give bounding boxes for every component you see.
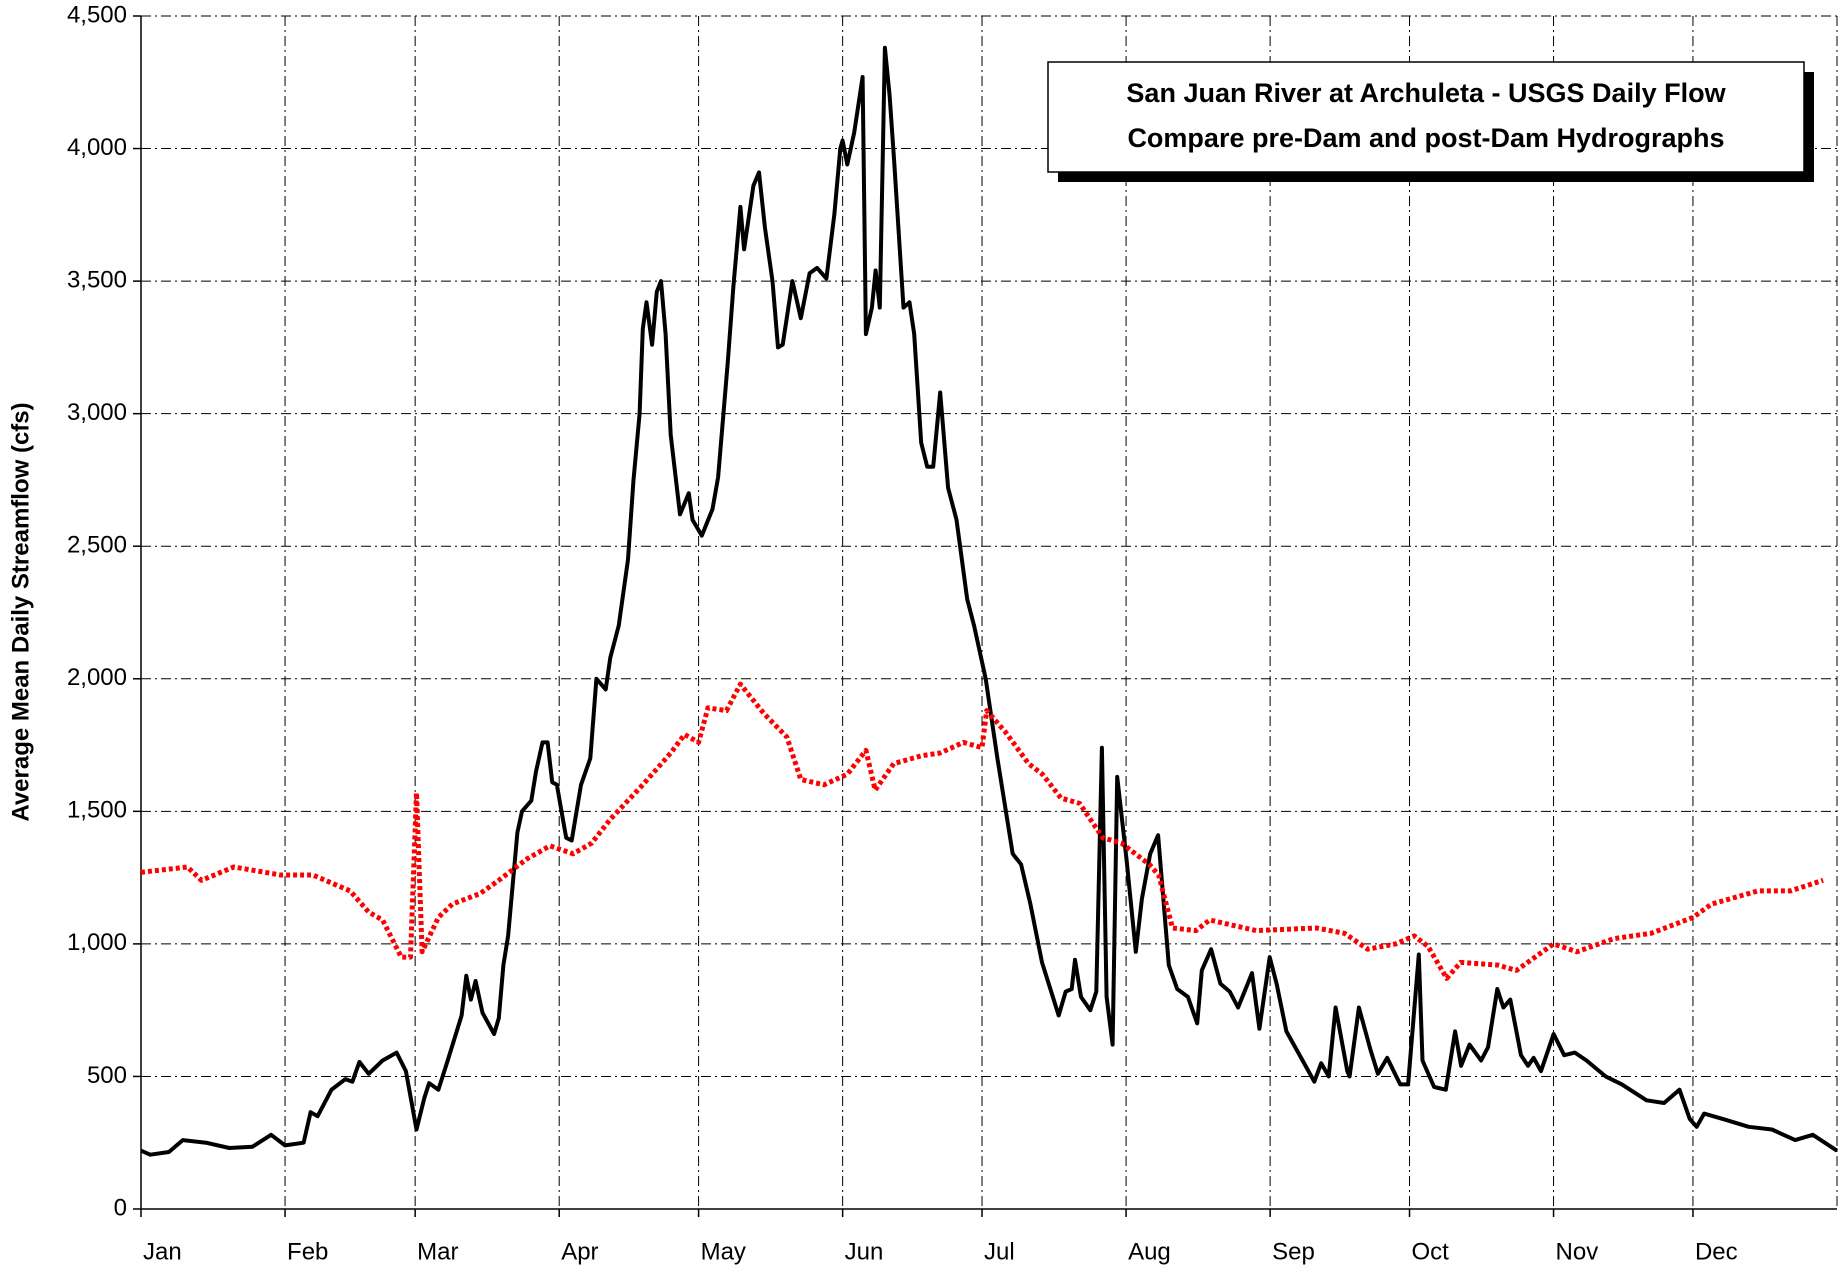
- y-tick-label: 2,000: [67, 664, 127, 691]
- x-tick-label: Sep: [1272, 1238, 1315, 1265]
- chart-title: San Juan River at Archuleta - USGS Daily…: [1126, 78, 1726, 108]
- y-tick-label: 2,500: [67, 532, 127, 559]
- axes: 0 500 1,000 1,500 2,000 2,500 3,000 3,500 4,000 4…: [67, 1, 1838, 1265]
- y-axis-label: Average Mean Daily Streamflow (cfs): [7, 402, 34, 821]
- y-tick-label: 3,500: [67, 266, 127, 293]
- series-line: [140, 45, 1839, 1157]
- chart-subtitle: Compare pre-Dam and post-Dam Hydrographs: [1127, 123, 1724, 153]
- x-tick-label: Apr: [561, 1238, 598, 1265]
- x-tick-label: Jan: [143, 1238, 182, 1265]
- x-tick-label: Aug: [1128, 1238, 1171, 1265]
- y-tick-label: 500: [87, 1062, 127, 1089]
- y-tick-label: 3,000: [67, 399, 127, 426]
- y-tick-label: 4,000: [67, 134, 127, 161]
- series-line: [140, 681, 1824, 981]
- x-tick-label: Dec: [1695, 1238, 1738, 1265]
- y-tick-label: 4,500: [67, 1, 127, 28]
- y-tick-label: 0: [114, 1194, 127, 1221]
- x-tick-label: May: [701, 1238, 746, 1265]
- x-tick-label: Jul: [984, 1238, 1015, 1265]
- x-tick-label: Feb: [287, 1238, 328, 1265]
- x-tick-label: Mar: [417, 1238, 458, 1265]
- x-tick-label: Nov: [1556, 1238, 1599, 1265]
- title-box: [1047, 61, 1805, 173]
- x-tick-label: Jun: [845, 1238, 884, 1265]
- y-tick-label: 1,500: [67, 797, 127, 824]
- y-tick-label: 1,000: [67, 929, 127, 956]
- x-tick-label: Oct: [1412, 1238, 1450, 1265]
